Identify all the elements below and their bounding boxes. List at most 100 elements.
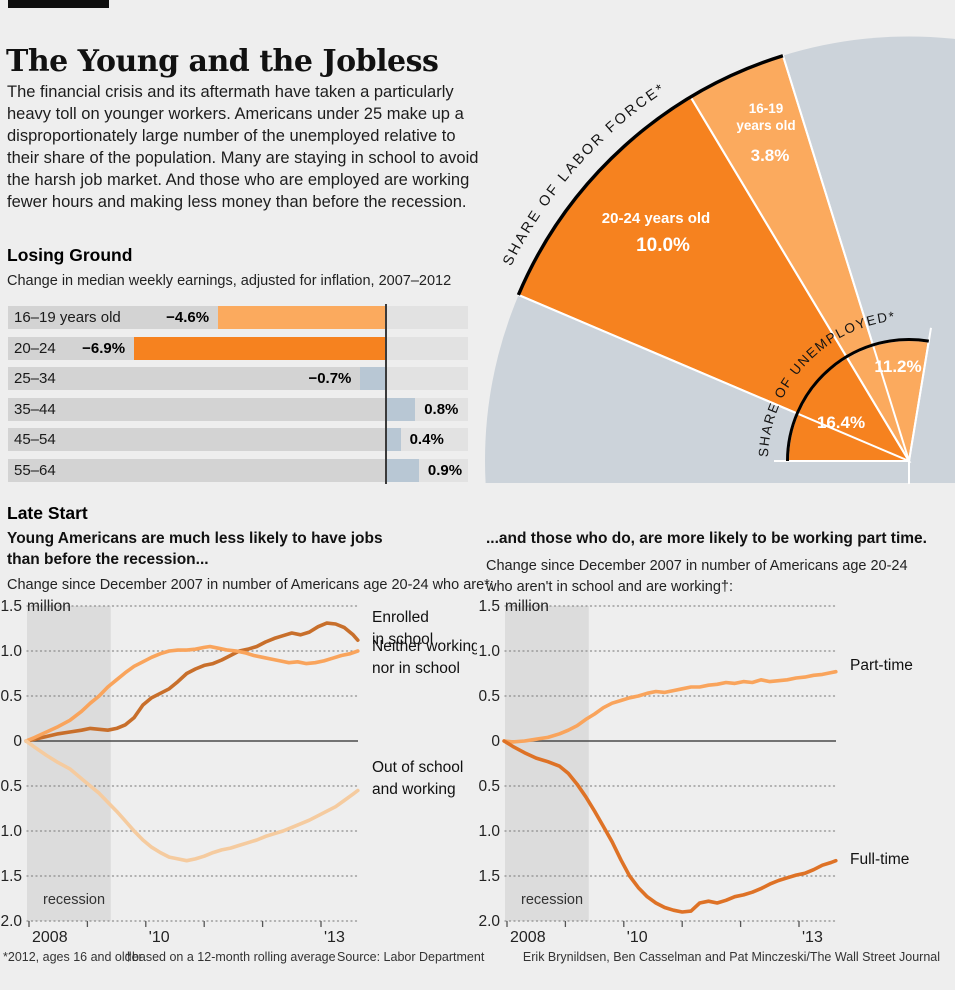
headline-rule bbox=[8, 0, 109, 8]
bar-row-strip bbox=[8, 367, 386, 391]
bar-category-label: 35–44 bbox=[14, 400, 56, 418]
series-label-enrolled-in-school: in school bbox=[372, 631, 433, 648]
series-line-part-time bbox=[502, 669, 838, 744]
recession-label: recession bbox=[521, 892, 583, 908]
bar-category-label: 16–19 years old bbox=[14, 309, 121, 326]
page-title: The Young and the Jobless bbox=[6, 44, 439, 80]
bar-row-strip bbox=[8, 459, 386, 482]
bar-segment bbox=[218, 306, 386, 329]
bar-row-strip-right bbox=[386, 306, 468, 329]
recession-band bbox=[27, 606, 111, 921]
y-axis-unit: million bbox=[27, 598, 71, 615]
bar-value-label: −6.9% bbox=[82, 339, 126, 357]
bar-category-label: 20–24 bbox=[14, 339, 56, 357]
worktype-line-chart: 1.5 million 1.0 0.5 0 −0.5 −1.0 −1.5 −2.0 2008 '10… bbox=[478, 598, 913, 946]
bar-row-strip bbox=[8, 428, 386, 452]
recession-band bbox=[505, 606, 589, 921]
bar-row-strip-right bbox=[386, 336, 468, 360]
series-line-neither-working-nor-in-school bbox=[24, 644, 360, 743]
credit-line: Erik Brynildsen, Ben Casselman and Pat M… bbox=[522, 950, 940, 964]
y-tick-label: 0.5 bbox=[0, 688, 22, 705]
y-axis-unit: million bbox=[505, 598, 549, 615]
x-tick-label: '10 bbox=[149, 929, 170, 946]
y-tick-label: 0 bbox=[491, 733, 500, 750]
share-fan-chart: SHARE OF LABOR FORCE*SHARE OF UNEMPLOYED… bbox=[485, 36, 955, 484]
y-tick-label: 1.5 bbox=[0, 598, 22, 615]
bar-value-label: 0.4% bbox=[409, 431, 444, 449]
left-chart-subheading: Change since December 2007 in number of … bbox=[7, 577, 494, 593]
value-labor-16-19: 3.8% bbox=[751, 146, 790, 165]
y-tick-label: 1.5 bbox=[478, 598, 500, 615]
value-unemployed-20-24: 16.4% bbox=[817, 413, 865, 432]
series-label-full-time: Full-time bbox=[850, 851, 909, 868]
y-tick-label: 0 bbox=[13, 733, 22, 750]
series-line-full-time bbox=[502, 739, 838, 914]
intro-text: The financial crisis and its aftermath h… bbox=[7, 82, 479, 211]
y-tick-label: −1.5 bbox=[478, 868, 500, 885]
label-20-24: 20-24 years old bbox=[602, 210, 710, 227]
wedge-separator bbox=[782, 55, 910, 462]
series-label-out-of-school-and-working: Out of school bbox=[372, 759, 463, 776]
footnote-dagger: †based on a 12-month rolling average bbox=[125, 950, 336, 964]
y-tick-label: 1.0 bbox=[0, 643, 22, 660]
bar-row-strip bbox=[8, 397, 386, 421]
series-label-neither-working-nor-in-school: nor in school bbox=[372, 660, 460, 677]
bar-value-label: 0.8% bbox=[424, 400, 459, 418]
label-16-19-line1: 16-19 bbox=[749, 101, 784, 116]
wedge-separator bbox=[690, 96, 910, 462]
earnings-chart-subtitle: Change in median weekly earnings, adjust… bbox=[7, 273, 452, 289]
right-chart-subheading: Change since December 2007 in number of … bbox=[486, 558, 908, 595]
bar-category-label: 45–54 bbox=[14, 431, 56, 449]
recession-label: recession bbox=[43, 892, 105, 908]
y-tick-label: −2.0 bbox=[478, 913, 500, 930]
series-label-neither-working-nor-in-school: Neither working bbox=[372, 638, 477, 655]
bar-category-label: 25–34 bbox=[14, 370, 56, 388]
value-labor-20-24: 10.0% bbox=[636, 235, 690, 256]
bar-row-strip-right bbox=[386, 367, 468, 391]
unemployed-arc bbox=[786, 337, 930, 462]
bar-value-label: 0.9% bbox=[427, 462, 463, 479]
y-tick-label: −1.5 bbox=[0, 868, 22, 885]
source-note: Source: Labor Department bbox=[337, 950, 485, 964]
bar-zero-line bbox=[385, 304, 387, 484]
earnings-bar-chart: 16–19 years old −4.6% 20–24 −6.9% 25–34 −0.7%… bbox=[8, 304, 468, 484]
footer: *2012, ages 16 and older †based on a 12-… bbox=[0, 950, 955, 972]
y-tick-label: −1.0 bbox=[478, 823, 500, 840]
right-chart-heading: ...and those who do, are more likely to … bbox=[486, 530, 927, 547]
bar-segment bbox=[386, 459, 419, 482]
y-tick-label: 1.0 bbox=[478, 643, 500, 660]
y-tick-label: −2.0 bbox=[0, 913, 22, 930]
late-start-title: Late Start bbox=[7, 503, 88, 523]
bar-segment bbox=[360, 367, 386, 391]
y-tick-label: −0.5 bbox=[478, 778, 500, 795]
bar-category-label: 55–64 bbox=[14, 462, 56, 479]
status-line-chart: 1.5 million 1.0 0.5 0 −0.5 −1.0 −1.5 −2.0 2008 '10… bbox=[0, 598, 477, 946]
bar-value-label: −4.6% bbox=[166, 309, 210, 326]
series-label-enrolled-in-school: Enrolled bbox=[372, 609, 429, 626]
y-tick-label: 0.5 bbox=[478, 688, 500, 705]
value-unemployed-16-19: 11.2% bbox=[874, 357, 921, 376]
label-16-19-line2: years old bbox=[736, 118, 795, 133]
x-tick-label: 2008 bbox=[32, 929, 68, 946]
labor-force-arc bbox=[516, 54, 784, 296]
x-tick-label: '13 bbox=[802, 929, 823, 946]
bar-segment bbox=[386, 397, 416, 421]
bar-row-strip-right bbox=[386, 428, 468, 452]
x-tick-label: '13 bbox=[324, 929, 345, 946]
wedge-separator bbox=[518, 294, 910, 462]
bar-value-label: −0.7% bbox=[308, 370, 352, 388]
y-tick-label: −0.5 bbox=[0, 778, 22, 795]
left-chart-heading: Young Americans are much less likely to … bbox=[7, 530, 383, 568]
wedge-separator bbox=[908, 327, 932, 462]
footnote-asterisk: *2012, ages 16 and older bbox=[3, 950, 143, 964]
y-tick-label: −1.0 bbox=[0, 823, 22, 840]
series-line-enrolled-in-school bbox=[24, 621, 360, 743]
series-line-out-of-school-and-working bbox=[24, 739, 360, 863]
bar-segment bbox=[134, 336, 386, 360]
earnings-chart-title: Losing Ground bbox=[7, 245, 133, 265]
x-tick-label: 2008 bbox=[510, 929, 546, 946]
bar-segment bbox=[386, 428, 401, 452]
series-label-out-of-school-and-working: and working bbox=[372, 781, 456, 798]
series-label-part-time: Part-time bbox=[850, 657, 913, 674]
